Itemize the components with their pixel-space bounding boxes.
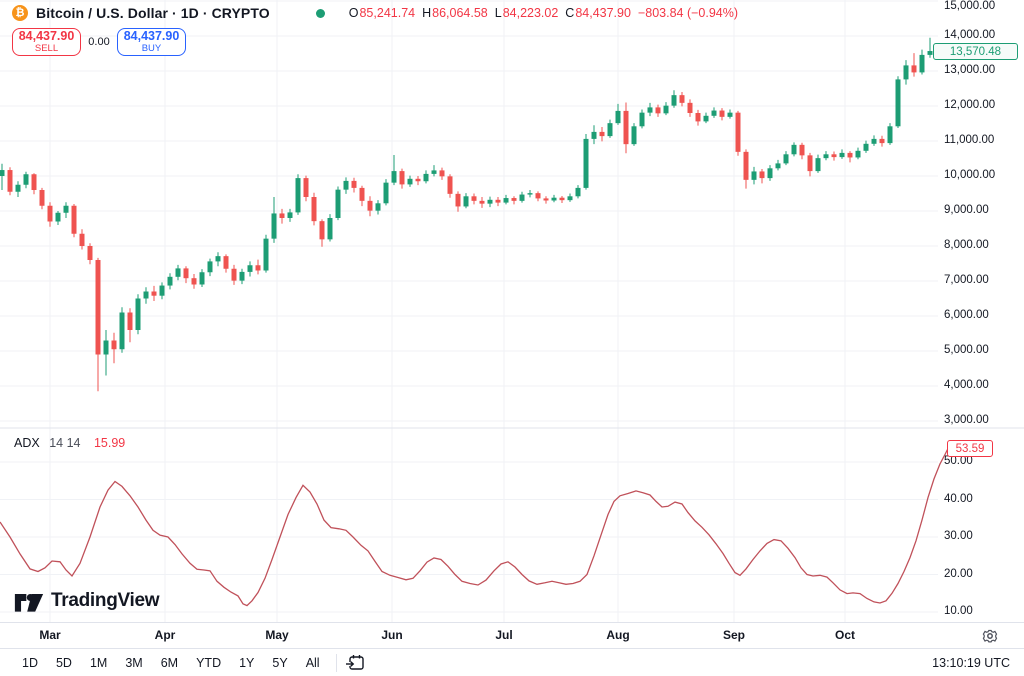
market-status-icon[interactable] bbox=[315, 8, 325, 18]
buy-label: BUY bbox=[141, 42, 162, 54]
toolbar-divider bbox=[335, 653, 337, 672]
price-axis-label: 12,000.00 bbox=[944, 99, 996, 111]
range-button-5y[interactable]: 5Y bbox=[264, 653, 295, 673]
month-label-apr: Apr bbox=[154, 628, 176, 642]
tradingview-logo[interactable]: TradingView bbox=[14, 589, 160, 613]
sell-button[interactable]: 84,437.90 SELL bbox=[12, 28, 81, 56]
month-label-aug: Aug bbox=[606, 628, 630, 642]
adx-axis-label: 30.00 bbox=[944, 530, 973, 542]
range-button-1d[interactable]: 1D bbox=[14, 653, 46, 673]
range-button-ytd[interactable]: YTD bbox=[188, 653, 229, 673]
price-axis-label: 8,000.00 bbox=[944, 239, 989, 251]
last-price-label: 13,570.48 bbox=[933, 43, 1018, 60]
month-label-sep: Sep bbox=[722, 628, 746, 642]
adx-axis-label: 20.00 bbox=[944, 567, 973, 580]
price-axis-label: 11,000.00 bbox=[944, 134, 995, 146]
price-axis-label: 10,000.00 bbox=[944, 169, 996, 181]
range-button-1y[interactable]: 1Y bbox=[231, 653, 262, 673]
symbol-title[interactable]: Bitcoin / U.S. Dollar · 1D · CRYPTO bbox=[36, 5, 270, 21]
time-axis[interactable]: Mar Apr May Jun Jul Aug Sep Oct bbox=[0, 622, 1024, 648]
high-value: 86,064.58 bbox=[432, 6, 488, 20]
price-axis-label: 9,000.00 bbox=[944, 204, 989, 216]
price-axis-label: 3,000.00 bbox=[944, 414, 989, 426]
adx-axis-label: 50.00 bbox=[944, 455, 973, 467]
gear-icon[interactable] bbox=[981, 627, 999, 645]
price-axis-label: 15,000.00 bbox=[944, 0, 996, 12]
buy-button[interactable]: 84,437.90 BUY bbox=[117, 28, 186, 56]
month-label-mar: Mar bbox=[39, 628, 61, 642]
price-axis-label: 6,000.00 bbox=[944, 309, 989, 321]
price-axis-label: 5,000.00 bbox=[944, 344, 989, 356]
indicator-name: ADX bbox=[14, 436, 40, 450]
clock-utc[interactable]: 13:10:19 UTC bbox=[932, 655, 1010, 670]
goto-date-calendar-icon[interactable] bbox=[345, 653, 367, 673]
range-button-6m[interactable]: 6M bbox=[153, 653, 186, 673]
buy-price: 84,437.90 bbox=[123, 29, 180, 44]
tradingview-logo-text: TradingView bbox=[51, 590, 160, 611]
adx-value-label: 53.59 bbox=[947, 440, 993, 457]
low-value: 84,223.02 bbox=[502, 6, 559, 20]
range-button-all[interactable]: All bbox=[298, 653, 328, 673]
indicator-params: 14 14 bbox=[49, 436, 81, 450]
month-label-oct: Oct bbox=[834, 628, 856, 642]
tradingview-logo-icon bbox=[14, 593, 44, 612]
range-buttons: 1D 5D 1M 3M 6M YTD 1Y 5Y All bbox=[14, 653, 328, 673]
low-label: L bbox=[494, 6, 502, 20]
spread-value: 0.00 bbox=[88, 36, 110, 48]
change-value: −803.84 (−0.94%) bbox=[637, 6, 739, 20]
close-value: 84,437.90 bbox=[575, 6, 631, 20]
range-button-5d[interactable]: 5D bbox=[48, 653, 80, 673]
indicator-value: 15.99 bbox=[93, 436, 126, 450]
trade-buttons: 84,437.90 SELL 0.00 84,437.90 BUY bbox=[12, 28, 186, 56]
candlestick-chart[interactable] bbox=[0, 0, 1024, 622]
sell-label: SELL bbox=[34, 42, 59, 54]
price-axis-label: 4,000.00 bbox=[944, 379, 989, 391]
price-axis-label: 14,000.00 bbox=[944, 29, 996, 41]
month-label-may: May bbox=[265, 628, 289, 642]
high-label: H bbox=[422, 6, 432, 20]
month-label-jun: Jun bbox=[381, 628, 403, 642]
range-button-1m[interactable]: 1M bbox=[82, 653, 115, 673]
month-label-jul: Jul bbox=[495, 628, 513, 642]
price-axis-label: 13,000.00 bbox=[944, 64, 996, 76]
range-button-3m[interactable]: 3M bbox=[117, 653, 150, 673]
adx-axis-label: 10.00 bbox=[944, 605, 973, 617]
bitcoin-icon: ₿ bbox=[12, 5, 28, 21]
close-label: C bbox=[565, 6, 575, 20]
adx-indicator-header[interactable]: ADX 14 14 15.99 bbox=[14, 436, 125, 450]
adx-axis-label: 40.00 bbox=[944, 492, 973, 505]
price-axis-label: 7,000.00 bbox=[944, 274, 989, 286]
ohlc-values: O85,241.74 H86,064.58 L84,223.02 C84,437… bbox=[349, 6, 738, 20]
open-value: 85,241.74 bbox=[359, 6, 416, 20]
bottom-toolbar: 1D 5D 1M 3M 6M YTD 1Y 5Y All 13:10:19 UTC bbox=[0, 648, 1024, 676]
symbol-header: ₿ Bitcoin / U.S. Dollar · 1D · CRYPTO O8… bbox=[12, 5, 738, 21]
sell-price: 84,437.90 bbox=[18, 29, 75, 44]
open-label: O bbox=[348, 6, 359, 20]
